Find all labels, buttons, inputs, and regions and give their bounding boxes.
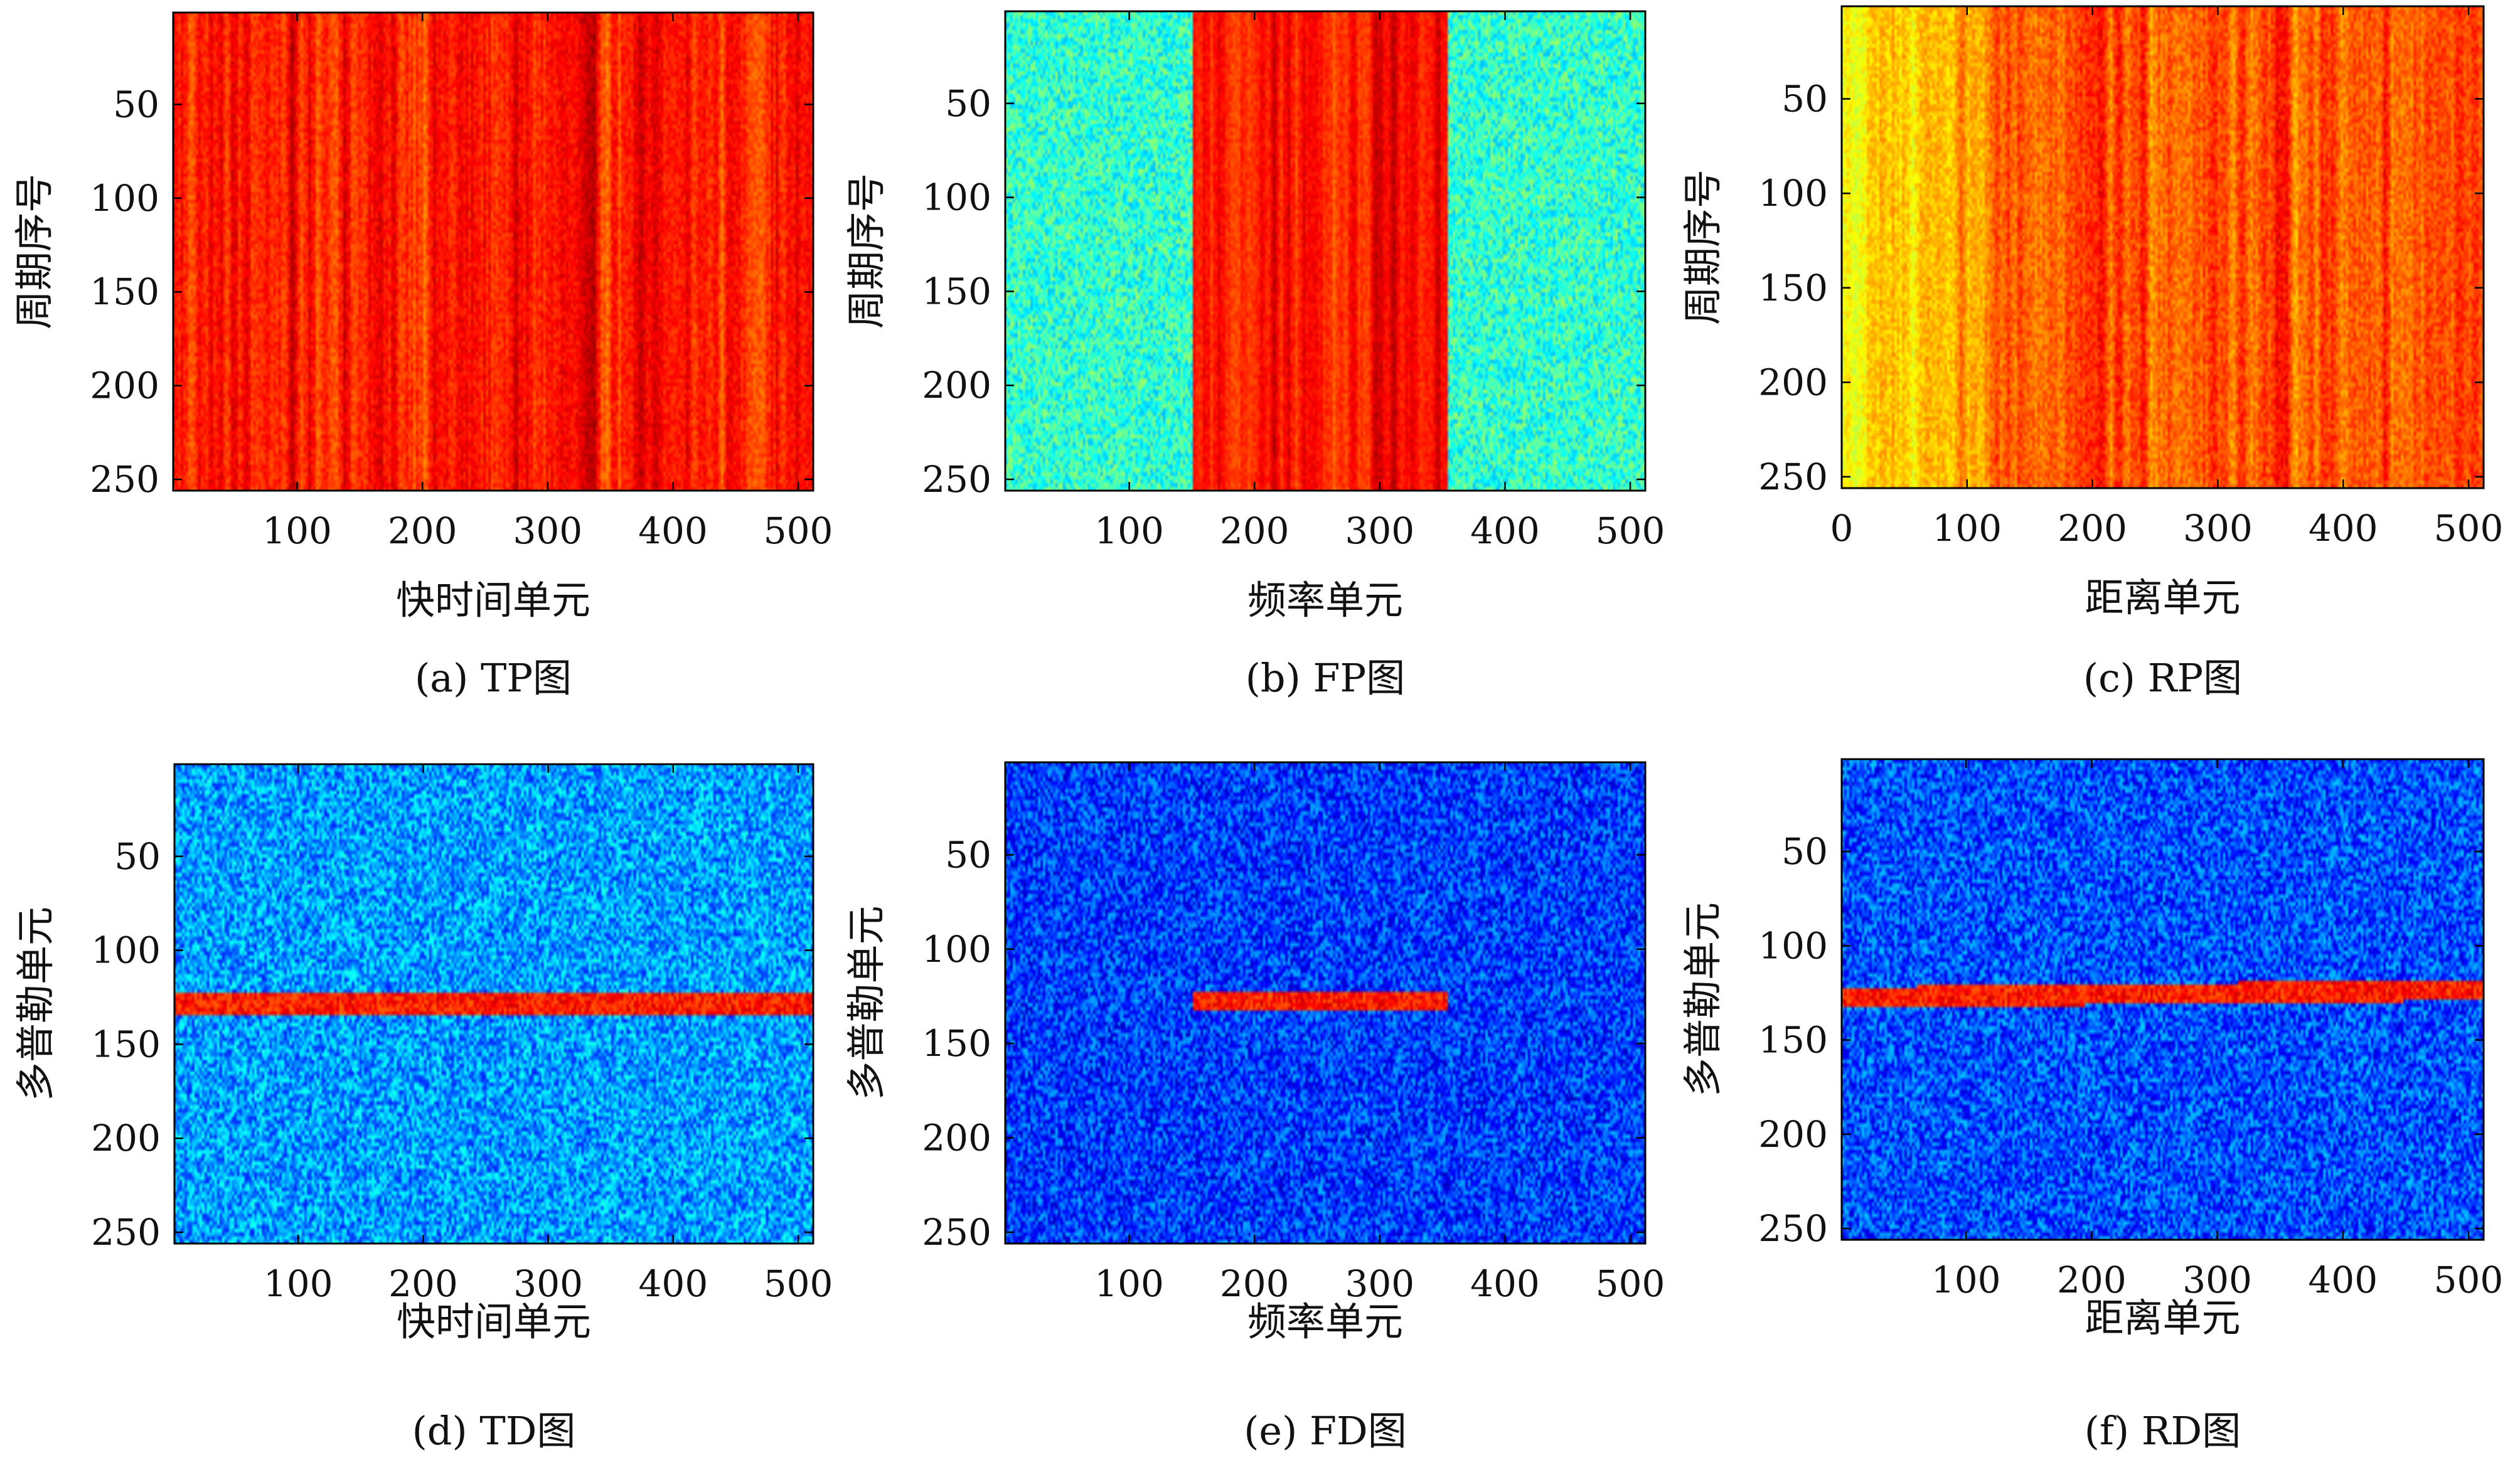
x-tick-label: 400 <box>2308 1259 2378 1301</box>
x-axis-label: 快时间单元 <box>396 577 590 623</box>
y-tick-label: 150 <box>922 1022 991 1065</box>
x-tick-label: 400 <box>638 509 708 552</box>
x-tick-label: 200 <box>388 1262 458 1305</box>
y-tick-label: 250 <box>91 1211 161 1254</box>
subfigure-caption: (c) RP图 <box>2083 655 2242 701</box>
subfigure-caption: (d) TD图 <box>412 1408 576 1454</box>
x-tick-label: 500 <box>2434 507 2504 550</box>
y-tick-label: 100 <box>922 928 991 971</box>
y-axis-label: 多普勒单元 <box>843 905 889 1100</box>
x-tick-label: 500 <box>2434 1259 2504 1301</box>
plot-frame <box>1004 10 1647 492</box>
y-tick-label: 50 <box>1781 830 1828 873</box>
x-tick-label: 300 <box>2182 1259 2252 1301</box>
heatmap-image <box>1005 762 1645 1244</box>
x-tick-label: 400 <box>2309 507 2378 550</box>
y-tick-label: 200 <box>922 1117 991 1159</box>
y-axis-label: 周期序号 <box>1680 169 1726 325</box>
panel-6: 100 200 300 400 500 50 100 150 200 250 距离单元 多普勒单元 (f… <box>1680 758 2504 1454</box>
y-tick-label: 200 <box>90 365 159 407</box>
y-tick-label: 50 <box>114 835 161 878</box>
x-tick-label: 0 <box>1830 507 1854 550</box>
y-tick-label: 200 <box>922 364 991 407</box>
x-axis-label: 距离单元 <box>2085 575 2240 621</box>
y-tick-label: 100 <box>91 929 161 972</box>
y-tick-label: 200 <box>1758 1113 1828 1156</box>
y-axis-label: 周期序号 <box>11 174 57 329</box>
x-tick-label: 100 <box>264 1262 333 1305</box>
x-tick-label: 300 <box>513 1262 583 1305</box>
subfigure-caption: (b) FP图 <box>1246 655 1406 701</box>
y-tick-label: 250 <box>1758 456 1828 498</box>
x-axis-label: 频率单元 <box>1247 577 1403 623</box>
x-tick-label: 300 <box>2183 507 2253 550</box>
plot-frame <box>1840 758 2485 1241</box>
subfigure-caption: (a) TP图 <box>415 655 572 701</box>
panel-2: 100 200 300 400 500 50 100 150 200 250 频率单元 周期序号 (b)… <box>843 10 1665 701</box>
panel-5: 100 200 300 400 500 50 100 150 200 250 频率单元 多普勒单元 (e… <box>843 761 1665 1454</box>
y-tick-label: 100 <box>1758 172 1828 215</box>
y-axis-label: 周期序号 <box>843 173 889 329</box>
y-tick-label: 250 <box>922 1211 991 1254</box>
x-tick-label: 100 <box>1931 1259 2001 1301</box>
x-axis-label: 快时间单元 <box>397 1299 591 1345</box>
y-axis-label: 多普勒单元 <box>1680 902 1726 1097</box>
x-tick-label: 100 <box>1932 507 2002 550</box>
y-tick-label: 150 <box>1758 267 1828 309</box>
x-tick-label: 100 <box>1094 1262 1164 1305</box>
x-tick-label: 100 <box>262 509 332 552</box>
x-axis-label: 距离单元 <box>2085 1295 2240 1341</box>
x-tick-label: 200 <box>1220 1262 1289 1305</box>
y-tick-label: 100 <box>90 177 159 220</box>
y-tick-label: 150 <box>1758 1019 1828 1062</box>
y-tick-label: 250 <box>1758 1207 1828 1250</box>
heatmap-image <box>174 764 813 1244</box>
x-tick-label: 400 <box>1470 509 1540 552</box>
y-axis-label: 多普勒单元 <box>13 907 58 1101</box>
plot-frame <box>173 763 814 1245</box>
x-tick-label: 200 <box>1220 509 1289 552</box>
x-tick-label: 500 <box>1596 1262 1665 1305</box>
x-tick-label: 400 <box>639 1262 708 1305</box>
x-tick-label: 200 <box>2057 1259 2127 1301</box>
panel-3: 0 100 200 300 400 500 50 100 150 200 250 距离单元 周期序号 (c… <box>1680 5 2504 701</box>
y-tick-label: 250 <box>90 458 159 501</box>
x-tick-label: 300 <box>1345 1262 1414 1305</box>
heatmap-image <box>1842 6 2484 488</box>
plot-frame <box>1004 761 1647 1245</box>
subfigure-caption: (e) FD图 <box>1244 1408 1407 1454</box>
x-tick-label: 200 <box>2058 507 2127 550</box>
x-tick-label: 300 <box>1345 509 1414 552</box>
y-tick-label: 50 <box>113 83 159 125</box>
x-tick-label: 500 <box>764 509 833 552</box>
y-tick-label: 200 <box>1758 361 1828 403</box>
heatmap-image <box>1005 11 1645 491</box>
x-tick-label: 500 <box>1596 509 1665 552</box>
y-tick-label: 100 <box>1758 924 1828 967</box>
y-tick-label: 50 <box>1781 78 1828 120</box>
x-tick-label: 400 <box>1470 1262 1540 1305</box>
y-tick-label: 150 <box>90 270 159 313</box>
panel-1: 100 200 300 400 500 50 100 150 200 250 快时间单元 周期序号 (a… <box>11 11 833 701</box>
x-axis-label: 频率单元 <box>1247 1299 1403 1345</box>
plot-frame <box>172 11 814 492</box>
y-tick-label: 50 <box>945 833 991 876</box>
y-tick-label: 150 <box>922 270 991 312</box>
subfigure-caption: (f) RD图 <box>2085 1408 2241 1454</box>
heatmap-image <box>1842 759 2484 1240</box>
x-tick-label: 200 <box>388 509 457 552</box>
y-tick-label: 150 <box>91 1023 161 1065</box>
x-tick-label: 300 <box>513 509 582 552</box>
x-tick-label: 100 <box>1094 509 1164 552</box>
panel-4: 100 200 300 400 500 50 100 150 200 250 快时间单元 多普勒单元 (… <box>13 763 833 1454</box>
x-tick-label: 500 <box>764 1262 833 1305</box>
y-tick-label: 50 <box>945 82 991 125</box>
plot-frame <box>1840 5 2485 489</box>
y-tick-label: 100 <box>922 176 991 219</box>
heatmap-image <box>173 13 813 491</box>
y-tick-label: 250 <box>922 458 991 501</box>
y-tick-label: 200 <box>91 1117 161 1159</box>
